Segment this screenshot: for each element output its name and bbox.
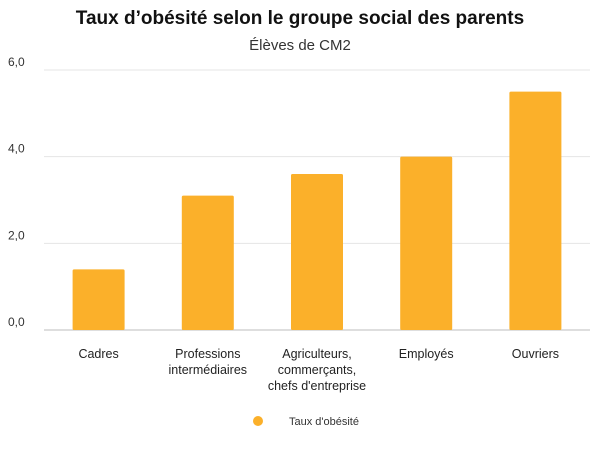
x-category-label: Cadres xyxy=(78,347,118,361)
x-category-label: Agriculteurs, commerçants, chefs d'entrepr… xyxy=(268,347,366,393)
bar xyxy=(400,156,453,330)
chart-subtitle: Élèves de CM2 xyxy=(249,37,351,54)
y-tick-label: 6,0 xyxy=(8,55,25,69)
bar xyxy=(181,195,234,330)
y-tick-label: 4,0 xyxy=(8,142,25,156)
bar xyxy=(509,91,562,331)
x-category-label: Ouvriers xyxy=(512,347,559,361)
x-category-label: Employés xyxy=(399,347,454,361)
y-tick-label: 2,0 xyxy=(8,228,25,242)
y-tick-label: 0,0 xyxy=(8,315,25,329)
legend-marker xyxy=(253,416,263,426)
legend-label: Taux d'obésité xyxy=(289,416,359,428)
chart-title: Taux d’obésité selon le groupe social de… xyxy=(75,8,525,29)
bar xyxy=(291,174,343,330)
bars xyxy=(72,91,562,331)
y-axis-tick-labels: 0,0 2,0 4,0 6,0 xyxy=(8,55,25,329)
x-category-label: Professions intermédiaires xyxy=(169,347,248,377)
legend: Taux d'obésité xyxy=(253,416,359,428)
x-axis-category-labels: Cadres Professions intermédiaires Agriculte… xyxy=(78,347,559,393)
bar xyxy=(72,269,125,330)
